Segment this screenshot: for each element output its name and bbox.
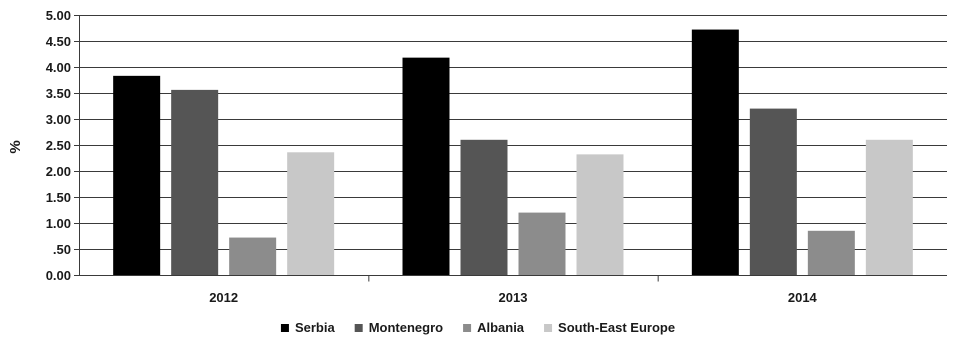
y-axis-title: %	[7, 140, 24, 153]
y-tick-label: 1.00	[46, 216, 71, 231]
bar-montenegro-2014	[749, 108, 797, 275]
y-tick-label: 1.50	[46, 190, 71, 205]
legend-label: Montenegro	[369, 320, 443, 335]
bar-serbia-2013	[402, 57, 450, 275]
bar-serbia-2012	[113, 75, 161, 275]
bar-serbia-2014	[691, 29, 739, 276]
bar-montenegro-2013	[460, 139, 508, 275]
bar-south-east-europe-2013	[576, 154, 624, 275]
bar-south-east-europe-2014	[865, 139, 913, 275]
y-tick-label: 0.00	[46, 268, 71, 283]
y-tick-label: 2.50	[46, 138, 71, 153]
y-tick-label: 3.50	[46, 86, 71, 101]
bar-montenegro-2012	[171, 89, 219, 275]
x-tick-label: 2014	[788, 290, 818, 305]
legend-swatch	[354, 324, 363, 332]
legend-label: South-East Europe	[558, 320, 675, 335]
legend-swatch	[463, 324, 472, 332]
legend: Serbia Montenegro Albania South-East Europe	[280, 320, 675, 335]
gridlines	[79, 15, 947, 250]
y-tick-label: 3.00	[46, 112, 71, 127]
x-tick-label: 2012	[209, 290, 238, 305]
legend-label: Albania	[477, 320, 525, 335]
legend-swatch	[280, 324, 289, 332]
axes: 0.00 .50 1.00 1.50 2.00 2.50 3.00 3.50 4.00 4.50 5…	[46, 8, 947, 305]
legend-swatch	[544, 324, 553, 332]
y-tick-label: .50	[53, 242, 71, 257]
y-tick-label: 4.00	[46, 60, 71, 75]
y-tick-label: 2.00	[46, 164, 71, 179]
bar-albania-2012	[229, 237, 277, 275]
y-tick-label: 4.50	[46, 34, 71, 49]
bars	[113, 29, 913, 276]
y-tick-label: 5.00	[46, 8, 71, 23]
bar-albania-2013	[518, 212, 566, 275]
bar-south-east-europe-2012	[287, 152, 335, 275]
x-tick-label: 2013	[499, 290, 528, 305]
legend-label: Serbia	[295, 320, 336, 335]
bar-albania-2014	[807, 230, 855, 275]
